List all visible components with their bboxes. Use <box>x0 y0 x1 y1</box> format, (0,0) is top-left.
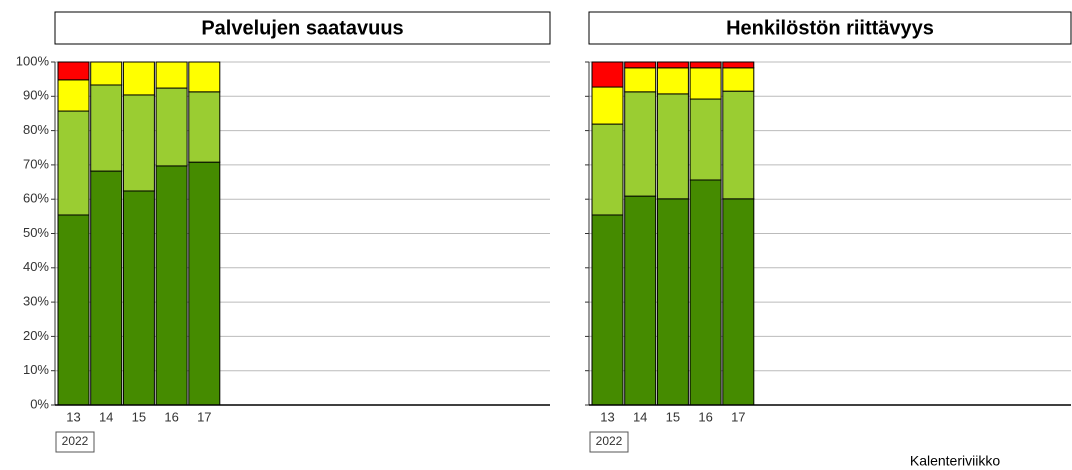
year-box <box>589 431 629 453</box>
x-tick-label: 13 <box>600 409 614 424</box>
x-tick-label: 15 <box>132 409 146 424</box>
title-box <box>54 11 551 45</box>
bar-segment <box>122 190 155 406</box>
bar-segment <box>689 61 722 69</box>
bar-segment <box>57 110 90 216</box>
bar-segment <box>656 198 689 406</box>
title-box <box>588 11 1072 45</box>
bar-segment <box>722 67 755 92</box>
bar-segment <box>722 90 755 200</box>
y-tick-label: 10% <box>23 362 49 377</box>
bar-segment <box>656 93 689 200</box>
bar-segment <box>90 170 123 406</box>
bar-segment <box>722 198 755 406</box>
x-tick-label: 17 <box>197 409 211 424</box>
y-tick-label: 20% <box>23 328 49 343</box>
bar-segment <box>155 61 188 89</box>
chart-title: Palvelujen saatavuus <box>201 17 403 39</box>
bar-segment <box>591 123 624 216</box>
bar-segment <box>57 79 90 112</box>
bar-segment <box>689 67 722 100</box>
bar-segment <box>689 179 722 406</box>
bar-segment <box>591 61 624 88</box>
y-tick-label: 100% <box>16 53 50 68</box>
bar-segment <box>155 165 188 406</box>
bar-segment <box>624 67 657 93</box>
bar-segment <box>656 61 689 69</box>
x-tick-label: 13 <box>66 409 80 424</box>
bar-segment <box>624 195 657 406</box>
y-tick-label: 80% <box>23 122 49 137</box>
y-tick-label: 90% <box>23 88 49 103</box>
bar-segment <box>591 86 624 125</box>
bar-segment <box>188 161 221 406</box>
year-label: 2022 <box>62 434 89 448</box>
bar-segment <box>591 214 624 406</box>
year-label: 2022 <box>596 434 623 448</box>
bar-segment <box>624 91 657 197</box>
bar-segment <box>90 61 123 86</box>
y-tick-label: 40% <box>23 259 49 274</box>
bar-segment <box>57 61 90 81</box>
y-tick-label: 0% <box>30 396 49 411</box>
bar-segment <box>624 61 657 69</box>
y-tick-label: 70% <box>23 156 49 171</box>
y-tick-label: 60% <box>23 191 49 206</box>
bar-segment <box>722 61 755 69</box>
x-tick-label: 17 <box>731 409 745 424</box>
bar-segment <box>155 87 188 167</box>
x-tick-label: 14 <box>633 409 647 424</box>
bar-segment <box>122 94 155 192</box>
bar-segment <box>689 98 722 181</box>
y-tick-label: 50% <box>23 225 49 240</box>
bar-segment <box>656 67 689 95</box>
x-tick-label: 15 <box>666 409 680 424</box>
bar-segment <box>57 214 90 406</box>
x-tick-label: 16 <box>164 409 178 424</box>
x-tick-label: 16 <box>698 409 712 424</box>
chart-title: Henkilöstön riittävyys <box>726 17 934 39</box>
x-tick-label: 14 <box>99 409 113 424</box>
bar-segment <box>188 61 221 93</box>
y-tick-label: 30% <box>23 294 49 309</box>
year-box <box>55 431 95 453</box>
bar-segment <box>90 84 123 172</box>
x-axis-label: Kalenteriviikko <box>910 453 1000 469</box>
bar-segment <box>122 61 155 96</box>
bar-segment <box>188 91 221 163</box>
